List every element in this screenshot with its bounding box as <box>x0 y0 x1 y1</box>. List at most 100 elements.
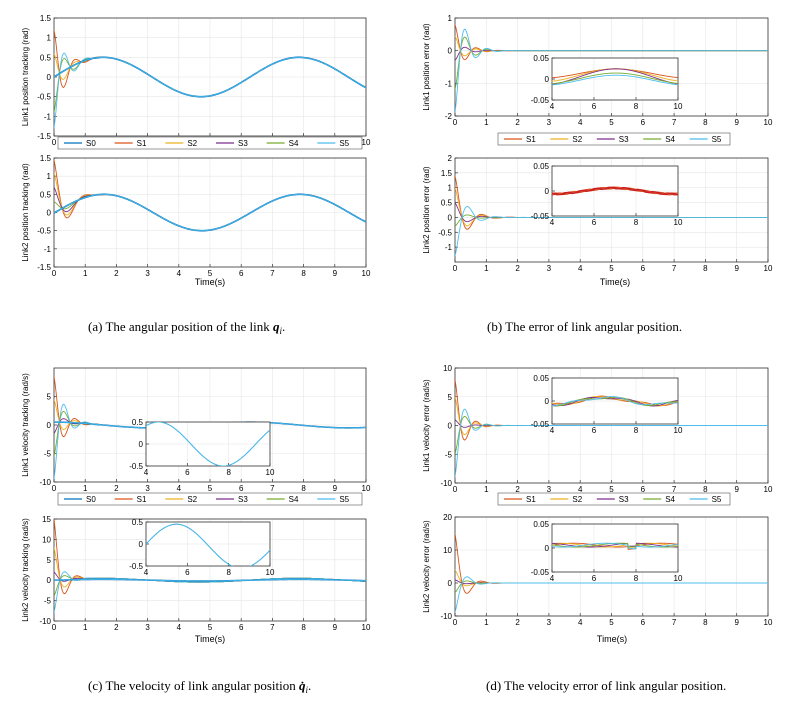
y-tick-label: 0 <box>139 440 144 449</box>
legend-label-S2: S2 <box>572 495 582 504</box>
caption-text: (a) The angular position of the link <box>88 319 273 334</box>
legend-label-S5: S5 <box>712 495 722 504</box>
legend: S0 S1 S2 S3 S4 S5 <box>57 492 363 506</box>
caption-b: (b) The error of link angular position. <box>487 319 682 334</box>
y-tick-label: -0.05 <box>531 568 550 577</box>
legend-label-S1: S1 <box>526 135 536 144</box>
axes-b2: 4 6 8 10 -0.05 0 0.05 <box>531 162 683 227</box>
y-tick-label: 0 <box>545 544 550 553</box>
x-tick-label: 5 <box>609 485 614 494</box>
x-tick-label: 9 <box>333 623 338 632</box>
y-tick-label: 0 <box>47 576 52 585</box>
x-tick-label: 1 <box>484 264 489 273</box>
y-tick-label: -0.05 <box>531 212 550 221</box>
x-tick-label: 4 <box>177 269 182 278</box>
x-tick-label: 3 <box>547 618 552 627</box>
axes-d1: 0 1 2 3 4 5 6 7 8 9 10 -10 -5 0 5 10 Link1 velocity erro… <box>422 364 773 494</box>
x-tick-label: 4 <box>177 484 182 493</box>
legend-label-S1: S1 <box>137 139 147 148</box>
inset-series-line <box>146 422 270 466</box>
axes-frame <box>145 421 271 467</box>
y-tick-label: -10 <box>440 479 452 488</box>
y-tick-label: 0 <box>47 421 52 430</box>
x-tick-label: 2 <box>515 118 520 127</box>
x-tick-label: 5 <box>208 269 213 278</box>
inset-series-line <box>552 396 678 407</box>
y-tick-label: 0.5 <box>132 518 144 527</box>
series-group <box>552 395 678 407</box>
y-tick-label: 0 <box>448 213 453 222</box>
y-tick-label: -5 <box>44 450 52 459</box>
x-tick-label: 3 <box>145 623 150 632</box>
x-tick-label: 6 <box>239 623 244 632</box>
axes-frame <box>454 516 769 617</box>
x-tick-label: 2 <box>114 269 119 278</box>
x-tick-label: 4 <box>550 218 555 227</box>
x-tick-label: 6 <box>641 264 646 273</box>
x-tick-label: 1 <box>484 485 489 494</box>
inset-series-line <box>552 542 678 550</box>
x-tick-label: 3 <box>145 269 150 278</box>
legend-label-S2: S2 <box>572 135 582 144</box>
x-tick-label: 8 <box>634 102 639 111</box>
legend-label-S5: S5 <box>339 495 349 504</box>
caption-period: . <box>308 678 311 693</box>
axes-d1: 4 6 8 10 -0.05 0 0.05 <box>531 374 683 435</box>
axes-c1: 0 1 2 3 4 5 6 7 8 9 10 -10 -5 0 5 Link1 velocity tracki… <box>21 367 371 493</box>
x-tick-label: 1 <box>484 618 489 627</box>
series-group <box>146 422 270 466</box>
axes-frame <box>551 377 679 425</box>
series-group <box>54 519 366 613</box>
legend: S1 S2 S3 S4 S5 <box>497 492 731 506</box>
y-axis-label: Link2 velocity error (rad/s) <box>422 520 431 613</box>
x-tick-label: 10 <box>764 485 773 494</box>
y-tick-label: 0.5 <box>441 199 453 208</box>
caption-c: (c) The velocity of link angular positio… <box>88 678 311 695</box>
axes-b1: 4 6 8 10 -0.05 0 0.05 <box>531 54 683 111</box>
x-tick-label: 8 <box>301 484 306 493</box>
caption-text: (d) The velocity error of link angular p… <box>486 678 726 693</box>
legend-label-S4: S4 <box>665 135 675 144</box>
y-axis-label: Link2 position error (rad) <box>422 166 431 253</box>
y-tick-label: 5 <box>448 393 453 402</box>
x-tick-label: 0 <box>52 484 57 493</box>
series-group <box>146 523 270 566</box>
legend-label-S2: S2 <box>187 139 197 148</box>
x-tick-label: 10 <box>266 568 275 577</box>
x-tick-label: 5 <box>609 618 614 627</box>
series-group <box>552 68 678 86</box>
x-tick-label: 1 <box>83 623 88 632</box>
x-tick-label: 3 <box>547 264 552 273</box>
x-tick-label: 10 <box>674 218 683 227</box>
series-group <box>455 175 768 257</box>
series-line-S5 <box>455 576 768 613</box>
x-tick-label: 7 <box>672 264 677 273</box>
y-tick-label: 20 <box>443 513 452 522</box>
x-tick-label: 2 <box>515 264 520 273</box>
legend-label-S5: S5 <box>339 139 349 148</box>
series-line-S5 <box>54 578 366 582</box>
y-tick-label: 5 <box>47 556 52 565</box>
legend-label-S4: S4 <box>289 495 299 504</box>
y-axis-label: Link1 velocity tracking (rad/s) <box>21 373 30 477</box>
y-tick-label: -1.5 <box>37 263 51 272</box>
legend-label-S1: S1 <box>526 495 536 504</box>
x-tick-label: 6 <box>592 102 597 111</box>
y-tick-label: 15 <box>42 515 51 524</box>
x-tick-label: 10 <box>674 574 683 583</box>
x-tick-label: 2 <box>114 484 119 493</box>
axes-frame <box>53 367 367 483</box>
y-tick-label: -5 <box>445 450 453 459</box>
legend-label-S2: S2 <box>187 495 197 504</box>
x-tick-label: 8 <box>703 485 708 494</box>
x-tick-label: 10 <box>266 468 275 477</box>
y-tick-label: 0 <box>448 422 453 431</box>
y-tick-label: 0.05 <box>533 374 549 383</box>
x-tick-label: 1 <box>83 484 88 493</box>
series-line-S5 <box>455 28 768 113</box>
y-tick-label: -1.5 <box>37 132 51 141</box>
y-axis-label: Link1 velocity error (rad/s) <box>422 379 431 472</box>
legend-box <box>57 136 363 150</box>
y-tick-label: 0.05 <box>533 162 549 171</box>
x-tick-label: 10 <box>674 426 683 435</box>
